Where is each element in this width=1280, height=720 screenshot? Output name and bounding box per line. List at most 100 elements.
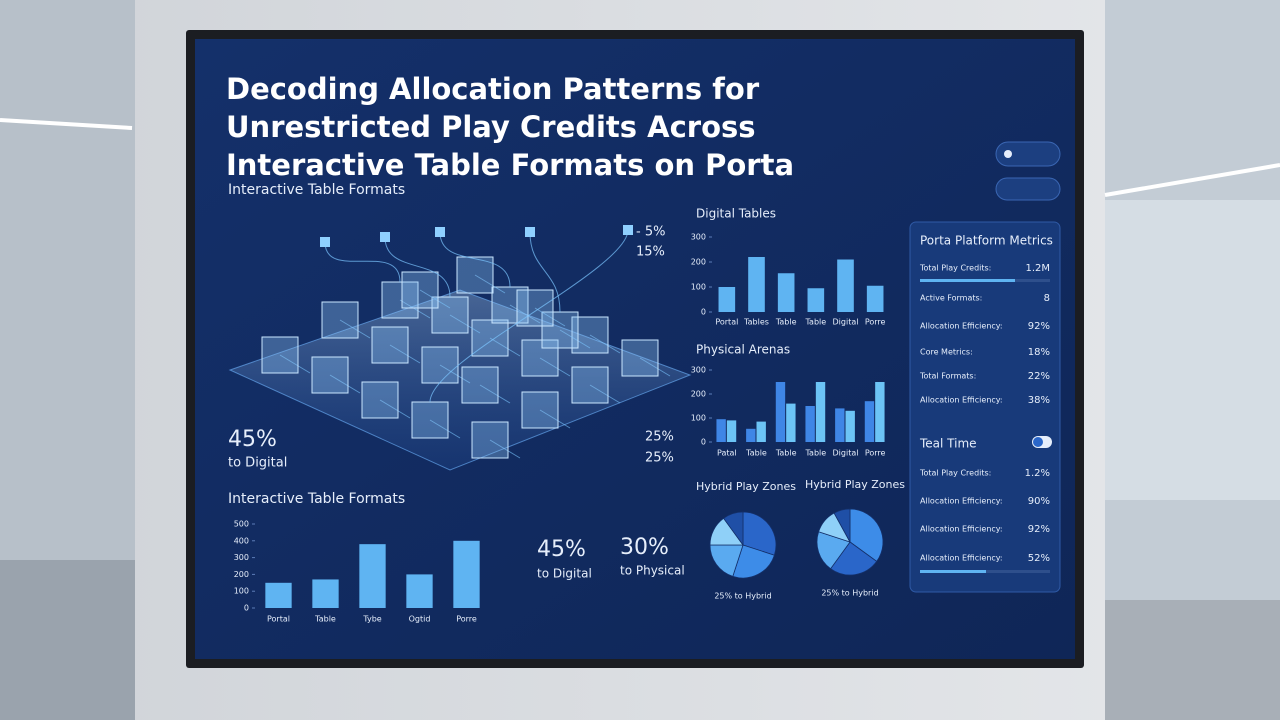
- label: 45%: [537, 537, 586, 562]
- network-cubes: [261, 225, 671, 459]
- network-link: [509, 304, 541, 324]
- network-cube: [521, 339, 559, 377]
- network-cube: [541, 311, 579, 349]
- y-tick-label: 300: [234, 553, 249, 562]
- network-cube: [261, 336, 299, 374]
- y-tick-label: 100: [691, 414, 706, 423]
- bar: [756, 421, 766, 442]
- label: Porta Platform Metrics: [920, 234, 1053, 248]
- bar: [453, 540, 480, 608]
- y-tick-label: 500: [234, 520, 249, 529]
- bar: [807, 288, 825, 312]
- label: Total Play Credits:: [919, 469, 991, 478]
- network-link: [429, 229, 629, 403]
- bar: [837, 259, 854, 312]
- network-platform: [228, 289, 692, 471]
- bar: [312, 579, 339, 608]
- network-node: [623, 225, 633, 235]
- label: Allocation Efficiency:: [920, 497, 1003, 506]
- network-cube: [491, 286, 529, 324]
- network-cube: [621, 339, 659, 377]
- pie-slice: [816, 531, 851, 570]
- bar: [718, 287, 736, 312]
- network-link: [589, 384, 621, 404]
- network-link: [489, 439, 521, 459]
- network-cube: [321, 301, 359, 339]
- right-floor: [1105, 600, 1280, 720]
- label: Allocation Efficiency:: [920, 554, 1003, 563]
- metrics-panel: [909, 221, 1061, 593]
- x-tick-label: Digital: [833, 318, 859, 327]
- y-tick-label: 0: [701, 308, 706, 317]
- label: Digital Tables: [696, 207, 776, 221]
- network-cube: [461, 366, 499, 404]
- label: Interactive Table Formats: [228, 491, 405, 507]
- network-link: [559, 329, 591, 349]
- control-pill[interactable]: [995, 141, 1061, 167]
- bar: [805, 406, 815, 442]
- label: 25% to Hybrid: [821, 589, 878, 598]
- label: Total Formats:: [919, 372, 976, 381]
- toggle-knob: [1033, 437, 1043, 447]
- network-link: [324, 241, 401, 283]
- network-link: [474, 274, 506, 294]
- network-link: [639, 357, 671, 377]
- label: Allocation Efficiency:: [920, 396, 1003, 405]
- bar: [746, 428, 756, 442]
- bar: [835, 408, 845, 442]
- label: to Digital: [228, 456, 287, 471]
- x-tick-label: Table: [745, 449, 767, 458]
- x-tick-label: Patal: [717, 449, 737, 458]
- network-link: [439, 364, 471, 384]
- pie-slice: [833, 508, 851, 543]
- x-tick-label: Table: [775, 318, 797, 327]
- network-link: [589, 334, 621, 354]
- pie-slice: [732, 544, 775, 579]
- x-tick-label: Porre: [865, 449, 886, 458]
- network-cube: [381, 281, 419, 319]
- label: 38%: [1028, 395, 1050, 406]
- label: Hybrid Play Zones: [805, 478, 905, 491]
- network-cube: [471, 421, 509, 459]
- bar: [748, 257, 765, 312]
- label: 22%: [1028, 371, 1050, 382]
- bar: [716, 419, 726, 442]
- network-cube: [521, 391, 559, 429]
- label: 52%: [1028, 553, 1050, 564]
- pie-slice: [742, 511, 777, 556]
- label: 92%: [1028, 524, 1050, 535]
- control-pill[interactable]: [995, 177, 1061, 201]
- x-tick-label: Table: [775, 449, 797, 458]
- right-window: [1105, 200, 1280, 500]
- label: Active Formats:: [920, 294, 982, 303]
- pie-slice: [709, 544, 744, 577]
- label: Teal Time: [919, 437, 977, 451]
- bar: [359, 544, 386, 608]
- label: 1.2%: [1025, 468, 1050, 479]
- bar: [786, 403, 796, 442]
- network-link: [339, 319, 371, 339]
- ceiling-light: [1104, 163, 1280, 197]
- network-cube: [311, 356, 349, 394]
- network-link: [449, 314, 481, 334]
- pie-slice: [723, 511, 744, 547]
- y-tick-label: 200: [691, 258, 706, 267]
- label: 18%: [1028, 347, 1050, 358]
- bar: [815, 382, 826, 442]
- bar: [265, 582, 292, 608]
- label: 90%: [1028, 496, 1050, 507]
- label: to Digital: [537, 567, 592, 581]
- progress-fill: [920, 570, 986, 573]
- x-tick-label: Tables: [743, 318, 769, 327]
- network-cube: [516, 289, 554, 327]
- network-node: [320, 237, 330, 247]
- label: 1.2M: [1025, 263, 1050, 274]
- x-tick-label: Portal: [715, 318, 738, 327]
- label: Allocation Efficiency:: [920, 525, 1003, 534]
- bar: [864, 401, 875, 442]
- network-node: [525, 227, 535, 237]
- pie-slice: [849, 508, 884, 562]
- label: Total Play Credits:: [919, 264, 991, 273]
- x-tick-label: Porre: [456, 615, 477, 624]
- title: Decoding Allocation Patterns for Unrestr…: [226, 72, 795, 182]
